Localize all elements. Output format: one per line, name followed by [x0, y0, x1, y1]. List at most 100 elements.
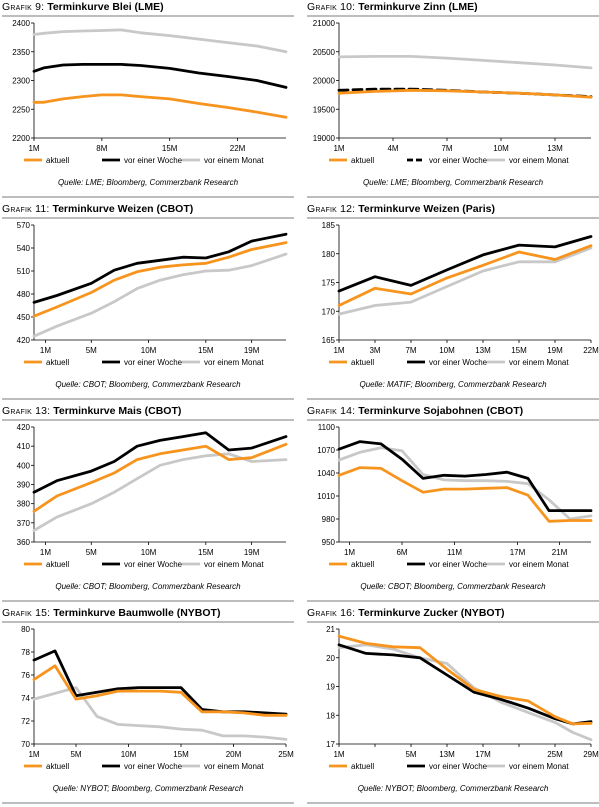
bottom-rule [2, 802, 294, 804]
series-line-aktuell [337, 88, 593, 99]
bottom-rule [2, 196, 294, 198]
chart-title: Grafik 16: Terminkurve Zucker (NYBOT) [307, 607, 505, 619]
y-tick-label: 420 [17, 336, 31, 345]
x-tick-label: 10M [141, 548, 157, 557]
y-tick-label: 1070 [317, 446, 335, 455]
y-tick-label: 380 [17, 500, 31, 509]
x-tick-label: 5M [70, 750, 81, 759]
x-tick-label: 15M [173, 750, 189, 759]
x-tick-label: 1M [28, 144, 39, 153]
y-tick-label: 18 [326, 711, 335, 720]
chart-title: Grafik 10: Terminkurve Zinn (LME) [307, 1, 478, 13]
line-chart-baumwolle: 70 72 74 76 78 80 1M 5M 10M 15M 20M 25M aktuell vor e… [21, 625, 294, 771]
legend-label-monat: vor einem Monat [204, 560, 264, 569]
legend-label-monat: vor einem Monat [509, 156, 569, 165]
y-tick-label: 19000 [313, 134, 336, 143]
x-tick-label: 25M [547, 750, 563, 759]
chart-source: Quelle: LME; Bloomberg, Commerzbank Rese… [362, 178, 544, 187]
legend-label-woche: vor einer Woche [429, 762, 488, 771]
x-tick-label: 20M [226, 750, 242, 759]
series-line-aktuell [337, 466, 593, 523]
x-tick-label: 13M [439, 750, 455, 759]
title-rule [307, 15, 599, 17]
series-line-monat [337, 246, 593, 316]
line-chart-mais: 360 370 380 390 400 410 420 1M 5M 10M 15M 19M aktuel… [17, 423, 288, 569]
series-line-woche [32, 431, 288, 494]
legend-label-woche: vor einer Woche [124, 156, 183, 165]
chart-source: Quelle: NYBOT; Bloomberg, Commerzbank Re… [52, 784, 244, 793]
legend-label-woche: vor einer Woche [429, 560, 488, 569]
y-tick-label: 410 [17, 442, 31, 451]
x-tick-label: 8M [96, 144, 107, 153]
y-tick-label: 2400 [12, 19, 30, 28]
y-tick-label: 420 [17, 423, 31, 432]
x-tick-label: 15M [162, 144, 178, 153]
line-chart-weizen-paris: 165 170 175 180 185 1M 3M 7M 10M 13M 15M 19M 22M aktu… [322, 221, 599, 367]
y-tick-label: 170 [322, 307, 336, 316]
y-tick-label: 2250 [12, 105, 30, 114]
title-rule [307, 419, 599, 421]
x-tick-label: 25M [278, 750, 294, 759]
title-rule [307, 621, 599, 623]
legend-label-aktuell: aktuell [351, 358, 374, 367]
y-tick-label: 370 [17, 519, 31, 528]
series-line-woche [32, 63, 288, 89]
legend-label-aktuell: aktuell [351, 560, 374, 569]
x-tick-label: 4M [387, 144, 398, 153]
title-rule [307, 217, 599, 219]
x-tick-label: 19M [244, 548, 260, 557]
y-tick-label: 175 [322, 279, 336, 288]
line-chart-zinn: 19000 19500 20000 20500 21000 1M 4M 7M 10M 13M akt… [313, 19, 593, 165]
y-tick-label: 540 [17, 244, 31, 253]
chart-title: Grafik 14: Terminkurve Sojabohnen (CBOT) [307, 405, 524, 417]
legend-label-woche: vor einer Woche [124, 358, 183, 367]
legend-label-aktuell: aktuell [46, 358, 69, 367]
series-line-aktuell [32, 664, 288, 717]
legend-label-woche: vor einer Woche [124, 762, 183, 771]
bottom-rule [2, 398, 294, 400]
legend-label-woche: vor einer Woche [429, 156, 488, 165]
x-tick-label: 7M [405, 346, 416, 355]
line-chart-zucker: 17 18 19 20 21 1M 5M 13M 17M 25M 29M aktuell vor ein… [326, 625, 599, 771]
bottom-rule [307, 802, 599, 804]
x-tick-label: 15M [511, 346, 527, 355]
x-tick-label: 15M [198, 346, 214, 355]
bottom-rule [307, 398, 599, 400]
x-tick-label: 29M [583, 750, 599, 759]
x-tick-label: 1M [28, 750, 39, 759]
y-tick-label: 165 [322, 336, 336, 345]
chart-source: Quelle: MATIF; Bloomberg, Commerzbank Re… [359, 380, 547, 389]
x-tick-label: 1M [333, 144, 344, 153]
x-tick-label: 5M [86, 548, 97, 557]
series-line-woche [337, 235, 593, 293]
legend-label-aktuell: aktuell [46, 762, 69, 771]
x-tick-label: 10M [121, 750, 137, 759]
legend-label-monat: vor einem Monat [204, 762, 264, 771]
y-tick-label: 76 [21, 671, 30, 680]
y-tick-label: 185 [322, 221, 336, 230]
series-line-monat [337, 643, 593, 742]
x-tick-label: 22M [230, 144, 246, 153]
legend-label-monat: vor einem Monat [204, 156, 264, 165]
line-chart-sojabohnen: 950 980 1010 1040 1070 1100 1M 6M 11M 17M 21M aktue… [317, 423, 593, 569]
chart-panel-blei: Grafik 9: Terminkurve Blei (LME) 2200 225… [2, 0, 294, 201]
x-tick-label: 1M [344, 548, 355, 557]
legend-label-woche: vor einer Woche [429, 358, 488, 367]
chart-source: Quelle: CBOT; Bloomberg, Commerzbank Res… [55, 582, 241, 591]
y-tick-label: 180 [322, 250, 336, 259]
x-tick-label: 10M [493, 144, 509, 153]
x-tick-label: 13M [547, 144, 563, 153]
chart-title: Grafik 11: Terminkurve Weizen (CBOT) [2, 203, 194, 215]
chart-title: Grafik 13: Terminkurve Mais (CBOT) [2, 405, 182, 417]
series-line-woche [337, 440, 593, 512]
x-tick-label: 6M [396, 548, 407, 557]
x-tick-label: 19M [244, 346, 260, 355]
x-tick-label: 11M [447, 548, 462, 557]
chart-panel-sojabohnen: Grafik 14: Terminkurve Sojabohnen (CBOT)… [307, 404, 599, 605]
chart-panel-zucker: Grafik 16: Terminkurve Zucker (NYBOT) 17… [307, 606, 599, 807]
y-tick-label: 2200 [12, 134, 30, 143]
x-tick-label: 21M [552, 548, 568, 557]
title-rule [2, 621, 294, 623]
y-tick-label: 450 [17, 313, 31, 322]
y-tick-label: 2350 [12, 48, 30, 57]
